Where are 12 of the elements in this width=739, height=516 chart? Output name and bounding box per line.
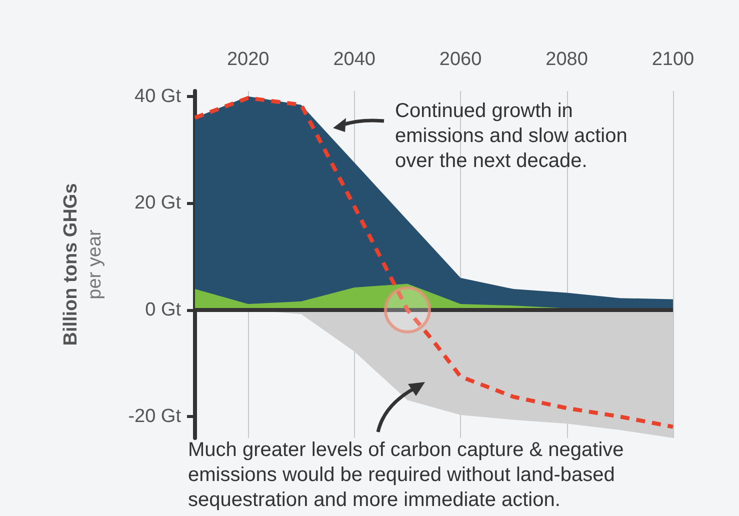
annotation: Continued growth in emissions and slow action over the next decade. — [395, 99, 628, 174]
text: Much greater levels of carbon capture & negative emissions would be required without land-based sequestration and more immediate action. — [188, 438, 625, 513]
y-tick-label: -20 Gt — [128, 406, 182, 428]
y-tick-label: 0 Gt — [145, 299, 182, 320]
x-tick-label: 2080 — [546, 49, 588, 70]
x-tick-label: 2040 — [333, 49, 376, 70]
y-tick-label: 40 Gt — [134, 86, 182, 107]
x-tick-label: 2060 — [439, 49, 482, 70]
y-tick-label: 20 Gt — [134, 192, 182, 214]
x-tick-label: 2100 — [652, 49, 694, 70]
x-tick-label: 2020 — [226, 49, 270, 70]
y-axis-title: Billion tons GHGs per year — [60, 183, 106, 346]
